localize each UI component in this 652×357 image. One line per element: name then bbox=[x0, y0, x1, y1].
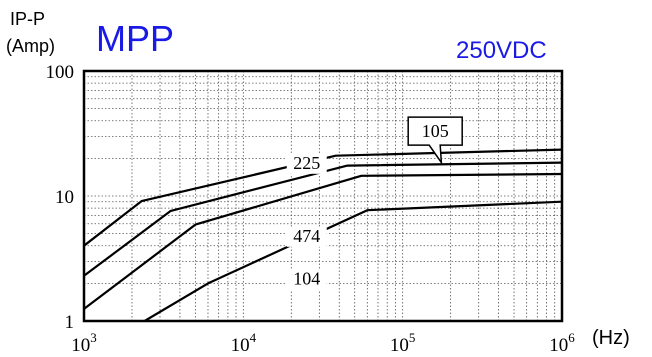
series-label-105: 105 bbox=[422, 121, 449, 141]
series-line-105 bbox=[84, 148, 562, 247]
x-axis-unit: (Hz) bbox=[592, 327, 630, 349]
y-tick-label: 1 bbox=[65, 312, 75, 333]
series-label-225: 225 bbox=[293, 153, 320, 173]
y-axis-label-line1: IP-P bbox=[10, 9, 46, 29]
y-tick-label: 100 bbox=[46, 62, 75, 83]
chart-subtitle: 250VDC bbox=[456, 37, 547, 64]
series-label-104: 104 bbox=[293, 269, 320, 289]
y-axis-label-line2: (Amp) bbox=[6, 36, 55, 56]
label-background bbox=[286, 226, 327, 247]
callout-box-105 bbox=[407, 116, 463, 166]
label-background bbox=[286, 269, 327, 290]
plot-frame bbox=[82, 69, 564, 323]
x-tick-label: 104 bbox=[231, 330, 257, 356]
y-tick-label: 10 bbox=[55, 187, 74, 208]
axis-ticks: 103 104 105 106 1 10 100 bbox=[46, 62, 576, 356]
series-label-474: 474 bbox=[293, 226, 320, 246]
x-tick-label: 106 bbox=[549, 330, 575, 356]
chart-title: MPP bbox=[96, 18, 175, 59]
x-tick-label: 103 bbox=[71, 330, 97, 356]
label-background bbox=[286, 153, 327, 174]
series-labels: 225 474 104 105 bbox=[286, 116, 463, 290]
x-tick-label: 105 bbox=[390, 330, 416, 356]
series-line-225 bbox=[84, 161, 562, 277]
series-line-474 bbox=[84, 172, 562, 310]
